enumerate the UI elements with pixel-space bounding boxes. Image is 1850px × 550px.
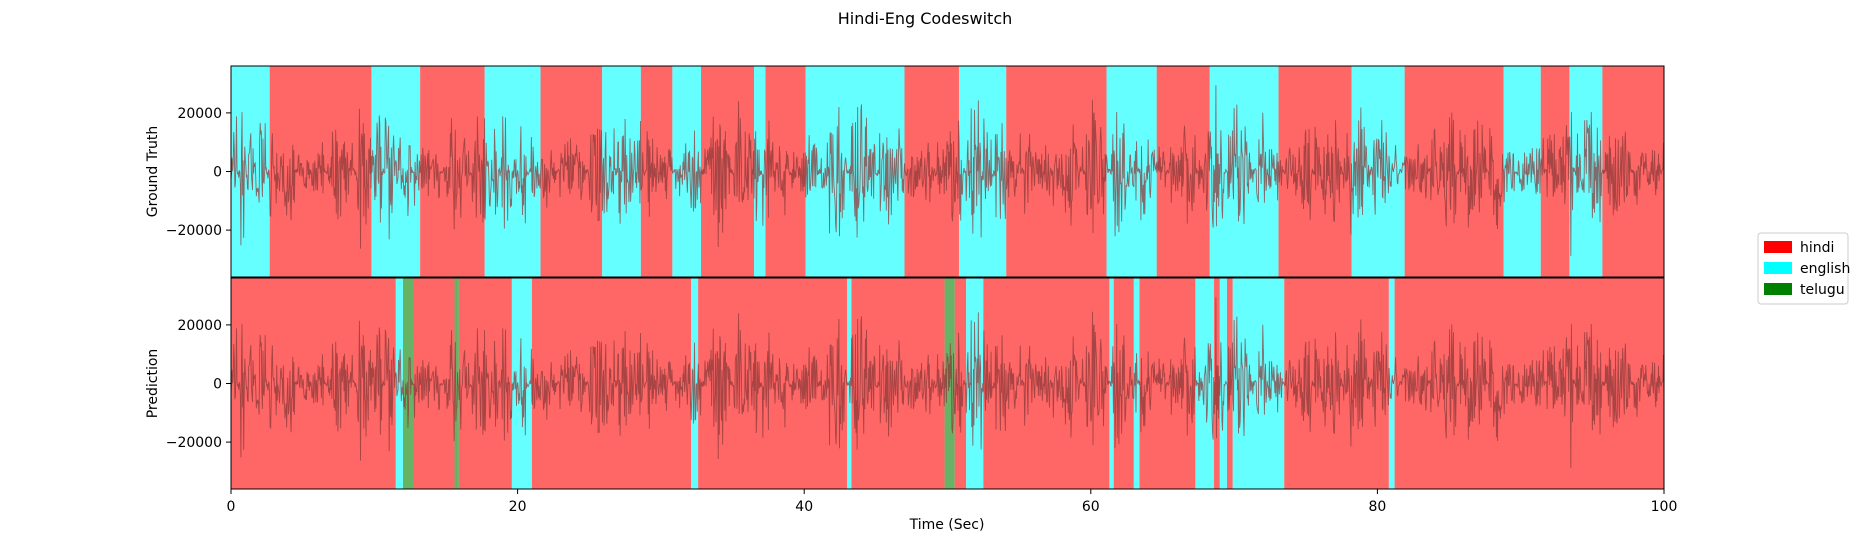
segment-english (395, 278, 403, 489)
x-tick-label: 0 (227, 499, 236, 515)
y-tick-label: −20000 (166, 435, 222, 451)
y-axis-label: Prediction (145, 349, 161, 419)
x-tick-label: 100 (1651, 499, 1678, 515)
legend-swatch-hindi (1764, 241, 1792, 253)
x-axis-label: Time (Sec) (909, 517, 985, 533)
y-tick-label: 20000 (177, 318, 222, 334)
segment-telugu (454, 278, 459, 489)
legend-swatch-telugu (1764, 283, 1792, 295)
y-tick-label: 20000 (177, 106, 222, 122)
ground-truth-panel: −20000 0 20000 Ground Truth (145, 65, 1665, 278)
chart-title: Hindi-Eng Codeswitch (838, 9, 1013, 28)
prediction-panel: −20000 0 20000 Prediction (145, 277, 1665, 490)
x-axis: 0 20 40 60 80 100 (227, 489, 1678, 515)
waveform-line (230, 85, 1665, 256)
segment-english (1195, 278, 1215, 489)
waveform-line (230, 297, 1665, 468)
segment-telugu (402, 278, 413, 489)
legend-label-telugu: telugu (1800, 282, 1845, 298)
segment-hindi (954, 278, 967, 489)
y-axis-label: Ground Truth (145, 126, 161, 217)
segment-english (511, 278, 532, 489)
legend: hindi english telugu (1757, 232, 1850, 305)
legend-label-hindi: hindi (1800, 240, 1834, 256)
legend-swatch-english (1764, 262, 1792, 274)
legend-label-english: english (1800, 261, 1850, 277)
x-tick-label: 40 (795, 499, 813, 515)
x-tick-label: 60 (1082, 499, 1100, 515)
y-tick-label: 0 (213, 377, 222, 393)
segment-english (966, 278, 984, 489)
segment-hindi (458, 278, 512, 489)
y-tick-label: 0 (213, 165, 222, 181)
x-tick-label: 20 (509, 499, 527, 515)
y-tick-label: −20000 (166, 223, 222, 239)
x-tick-label: 80 (1368, 499, 1386, 515)
segment-english (1219, 278, 1227, 489)
